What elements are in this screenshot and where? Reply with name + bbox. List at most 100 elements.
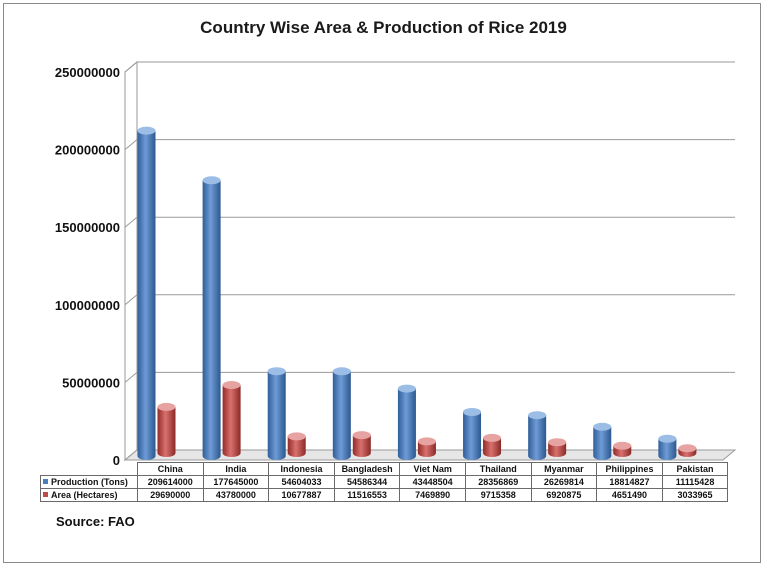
data-cell: 28356869 bbox=[464, 475, 532, 489]
bar bbox=[202, 176, 221, 460]
bar bbox=[548, 438, 567, 457]
gridline-side bbox=[124, 61, 138, 73]
bar-body bbox=[528, 415, 547, 460]
data-cell: 54604033 bbox=[268, 475, 335, 489]
side-wall bbox=[124, 60, 138, 462]
gridline-side bbox=[124, 294, 138, 306]
bar-body bbox=[397, 388, 416, 460]
bar-top bbox=[613, 441, 632, 450]
bar-top bbox=[397, 384, 416, 393]
y-tick-label: 0 bbox=[113, 453, 120, 468]
category-label: Philippines bbox=[596, 462, 663, 476]
category-label: China bbox=[137, 462, 204, 476]
chart-title: Country Wise Area & Production of Rice 2… bbox=[200, 18, 567, 37]
data-cell: 54586344 bbox=[333, 475, 401, 489]
bar-top bbox=[287, 432, 306, 441]
bar-top bbox=[593, 422, 612, 431]
legend-label: Area (Hectares) bbox=[51, 490, 118, 500]
data-cell: 18814827 bbox=[596, 475, 663, 489]
table-row-production: Production (Tons) 209614000 177645000 54… bbox=[40, 475, 729, 489]
category-label: Indonesia bbox=[268, 462, 335, 476]
category-label: Bangladesh bbox=[333, 462, 401, 476]
data-cell: 29690000 bbox=[137, 488, 204, 502]
bar bbox=[463, 407, 482, 460]
gridline-side bbox=[124, 216, 138, 228]
bar-body bbox=[593, 426, 612, 460]
bar bbox=[528, 411, 547, 460]
bar bbox=[678, 444, 697, 457]
bar bbox=[397, 384, 416, 460]
bar-top bbox=[528, 411, 547, 420]
y-tick-label: 250000000 bbox=[55, 65, 120, 80]
source-note: Source: FAO bbox=[56, 514, 135, 529]
bar bbox=[267, 367, 286, 460]
y-tick-label: 50000000 bbox=[62, 375, 120, 390]
legend-label: Production (Tons) bbox=[51, 477, 128, 487]
bar-top bbox=[352, 431, 371, 440]
bar bbox=[222, 381, 241, 457]
chart-frame bbox=[3, 3, 761, 563]
category-label: Thailand bbox=[464, 462, 532, 476]
bar bbox=[483, 433, 502, 457]
bar-body bbox=[463, 411, 482, 460]
bar-top bbox=[658, 434, 677, 443]
legend-area: Area (Hectares) bbox=[40, 488, 138, 502]
data-cell: 43780000 bbox=[202, 488, 270, 502]
category-label: India bbox=[202, 462, 270, 476]
data-cell: 209614000 bbox=[137, 475, 204, 489]
data-cell: 177645000 bbox=[202, 475, 270, 489]
bar bbox=[658, 434, 677, 460]
bar-top bbox=[332, 367, 351, 376]
bar bbox=[417, 437, 436, 457]
bar bbox=[613, 441, 632, 457]
bar-body bbox=[417, 441, 436, 457]
data-cell: 11115428 bbox=[661, 475, 729, 489]
category-label: Myanmar bbox=[530, 462, 598, 476]
gridline-side bbox=[124, 372, 138, 383]
legend-key-red bbox=[43, 492, 48, 497]
y-tick-label: 200000000 bbox=[55, 143, 120, 158]
bar bbox=[287, 432, 306, 457]
data-cell: 26269814 bbox=[530, 475, 598, 489]
bar-body bbox=[157, 406, 176, 457]
data-cell: 10677887 bbox=[268, 488, 335, 502]
bar-top bbox=[463, 407, 482, 416]
data-cell: 43448504 bbox=[399, 475, 466, 489]
category-label: Viet Nam bbox=[399, 462, 466, 476]
bar-top bbox=[202, 176, 221, 185]
bar-top bbox=[222, 381, 241, 390]
bar-top bbox=[678, 444, 697, 453]
y-tick-label: 100000000 bbox=[55, 298, 120, 313]
bar-body bbox=[548, 442, 567, 457]
data-cell: 11516553 bbox=[333, 488, 401, 502]
gridline-side bbox=[124, 139, 138, 150]
table-row-area: Area (Hectares) 29690000 43780000 106778… bbox=[40, 488, 729, 502]
category-label: Pakistan bbox=[661, 462, 729, 476]
bar-body bbox=[202, 180, 221, 460]
legend-production: Production (Tons) bbox=[40, 475, 138, 489]
bar bbox=[137, 126, 156, 460]
data-cell: 9715358 bbox=[464, 488, 532, 502]
bar bbox=[352, 431, 371, 457]
y-tick-label: 150000000 bbox=[55, 220, 120, 235]
data-table: China India Indonesia Bangladesh Viet Na… bbox=[40, 462, 729, 502]
bar-body bbox=[267, 371, 286, 460]
bar-body bbox=[287, 436, 306, 457]
table-header-row: China India Indonesia Bangladesh Viet Na… bbox=[41, 462, 729, 476]
bar-top bbox=[548, 438, 567, 447]
bar bbox=[332, 367, 351, 460]
bar bbox=[593, 422, 612, 460]
data-cell: 6920875 bbox=[530, 488, 598, 502]
bar-body bbox=[483, 437, 502, 457]
bar-top bbox=[157, 402, 176, 411]
bar-top bbox=[267, 367, 286, 376]
bar-body bbox=[222, 385, 241, 457]
bar-body bbox=[332, 371, 351, 460]
bar-top bbox=[137, 126, 156, 135]
bar-top bbox=[417, 437, 436, 446]
data-cell: 3033965 bbox=[661, 488, 729, 502]
bar-body bbox=[137, 130, 156, 460]
bar-body bbox=[658, 438, 677, 460]
bar bbox=[157, 402, 176, 457]
